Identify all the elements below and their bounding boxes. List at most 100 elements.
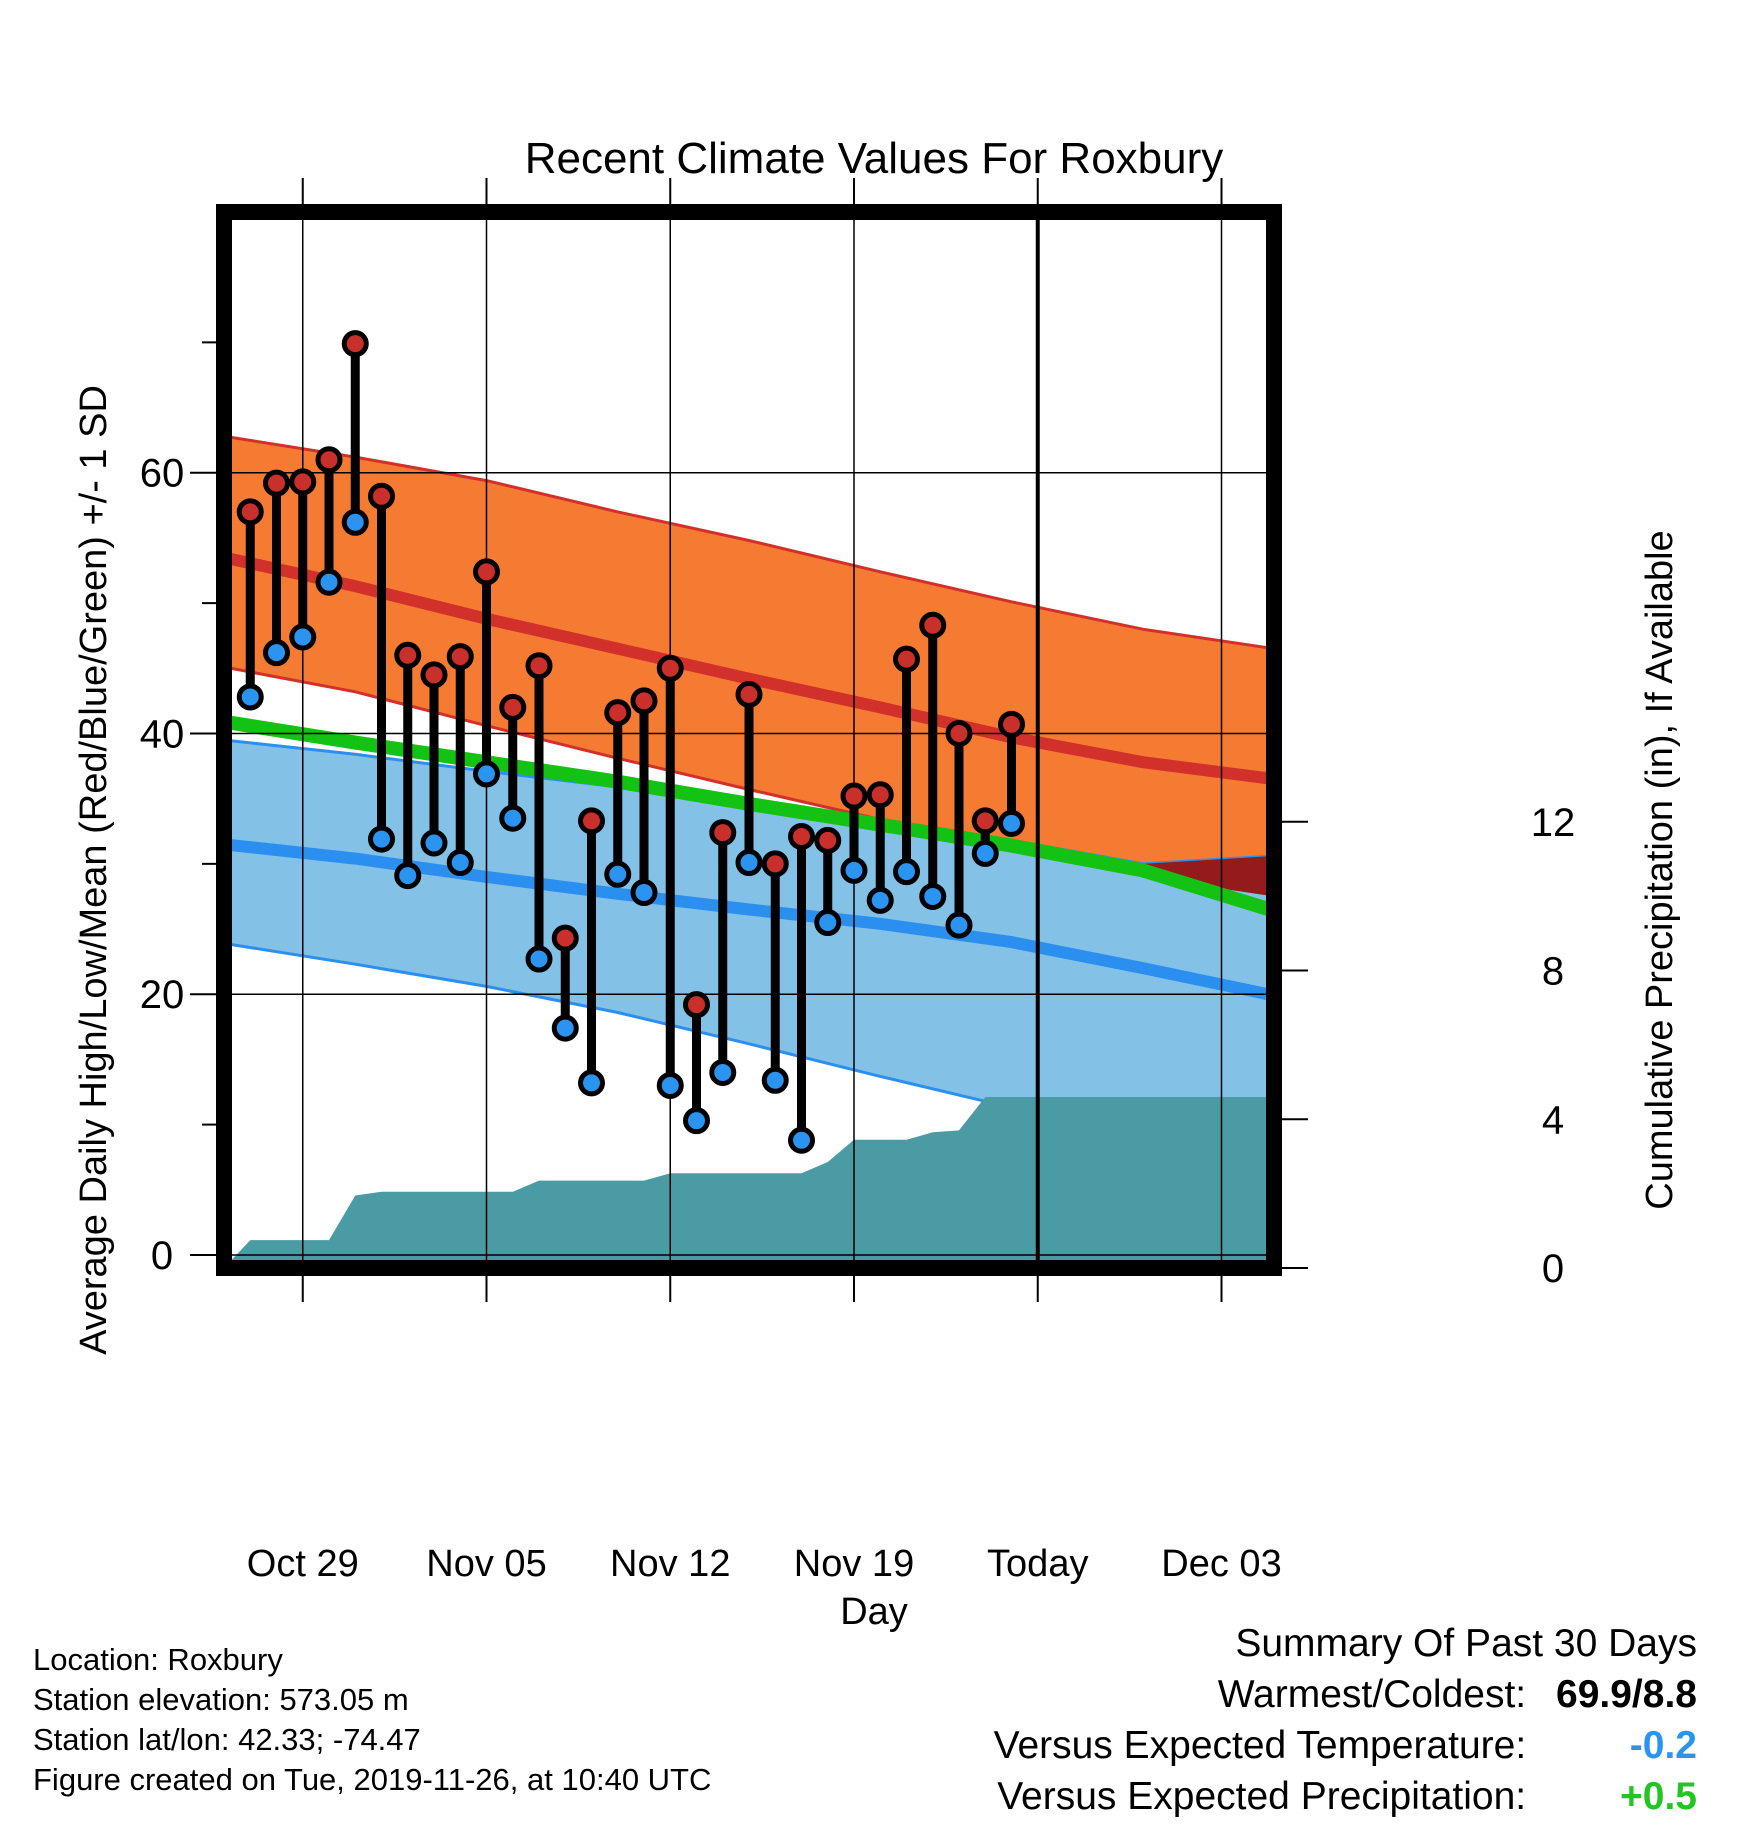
obs-high-point (578, 807, 605, 835)
obs-low-point (919, 882, 947, 910)
y2-tick-label: 8 (1542, 950, 1564, 994)
x-tick-label: Dec 03 (1161, 1543, 1281, 1585)
obs-low-point (368, 825, 395, 853)
obs-low-point (525, 945, 553, 973)
obs-high-point (998, 710, 1025, 738)
today-label-number: 30 (1048, 1383, 1086, 1421)
obs-high-point (604, 699, 632, 727)
plot-layer: 30 Days 0 20 40 60 0 4 8 12 Oct 29 Nov 05 Nov 12 Nov … (140, 178, 1576, 1585)
obs-low-point (394, 862, 422, 890)
obs-low-point (551, 1014, 579, 1042)
plot-area: 30 Days (224, 212, 1274, 1464)
precip-anomaly-value: +0.5 (1620, 1775, 1697, 1818)
normal-low-line (224, 838, 1274, 1002)
obs-low-point (656, 1071, 684, 1099)
elevation-text: Station elevation: 573.05 m (33, 1682, 409, 1717)
location-text: Location: Roxbury (33, 1642, 283, 1677)
obs-high-point (315, 446, 343, 474)
plot-frame (216, 204, 1282, 1276)
precip-anomaly-label: Versus Expected Precipitation: (997, 1775, 1527, 1818)
obs-high-point (368, 482, 395, 510)
obs-low-point (998, 809, 1025, 837)
obs-high-point (236, 498, 264, 526)
obs-low-point (788, 1126, 815, 1154)
obs-low-point (446, 849, 474, 877)
obs-high-point (394, 641, 422, 669)
y2-axis-label: Cumulative Precipitation (in), If Availa… (1639, 530, 1681, 1209)
obs-high-point (683, 991, 710, 1019)
obs-low-point (604, 860, 632, 888)
created-text: Figure created on Tue, 2019-11-26, at 10… (33, 1762, 712, 1797)
obs-high-point (866, 781, 894, 809)
obs-low-point (840, 856, 868, 884)
obs-high-point (788, 822, 815, 850)
y-axis-label: Average Daily High/Low/Mean (Red/Blue/Gr… (73, 385, 115, 1355)
obs-low-point (945, 911, 973, 939)
obs-low-point (630, 879, 658, 907)
latlon-text: Station lat/lon: 42.33; -74.47 (33, 1722, 421, 1757)
obs-low-point (893, 858, 920, 886)
temp-anomaly-value: -0.2 (1629, 1724, 1697, 1767)
today-label-unit: Days (1048, 1426, 1129, 1464)
y-tick-label: 60 (140, 452, 185, 496)
y2-tick-label: 4 (1542, 1098, 1564, 1142)
obs-low-point (341, 508, 369, 536)
obs-low-point (735, 849, 763, 877)
x-tick-label: Today (987, 1543, 1088, 1585)
obs-low-point (420, 829, 448, 857)
y2-tick-label: 12 (1531, 801, 1576, 845)
y2-tick-label: 0 (1542, 1247, 1564, 1291)
y-tick-label: 0 (151, 1234, 173, 1278)
obs-low-point (709, 1058, 737, 1086)
obs-high-point (499, 693, 527, 721)
y-tick-label: 20 (140, 973, 185, 1017)
precip-anomaly-row: Versus Expected Precipitation: +0.5 (994, 1771, 1697, 1822)
x-tick-label: Nov 05 (426, 1543, 546, 1585)
station-info: Location: Roxbury Station elevation: 573… (33, 1640, 711, 1800)
obs-low-point (971, 839, 999, 867)
summary-panel: Summary Of Past 30 Days Warmest/Coldest:… (994, 1618, 1697, 1822)
obs-low-point (236, 683, 264, 711)
obs-high-point (814, 826, 842, 854)
obs-low-point (315, 568, 343, 596)
obs-low-point (761, 1066, 789, 1094)
temp-anomaly-label: Versus Expected Temperature: (993, 1724, 1527, 1767)
obs-high-point (473, 558, 500, 586)
obs-high-point (551, 924, 579, 952)
obs-high-point (945, 719, 973, 747)
temp-anomaly-row: Versus Expected Temperature: -0.2 (994, 1720, 1697, 1771)
normal-high-line (224, 551, 1274, 786)
obs-high-point (289, 468, 317, 496)
precipitation-area (224, 1097, 1274, 1268)
obs-high-point (709, 819, 737, 847)
obs-high-point (735, 680, 763, 708)
obs-high-point (761, 850, 789, 878)
y-tick-label: 40 (140, 712, 185, 756)
obs-high-point (420, 661, 448, 689)
obs-high-point (263, 469, 290, 497)
obs-high-point (893, 645, 920, 673)
obs-high-point (656, 654, 684, 682)
obs-high-point (341, 330, 369, 358)
x-tick-label: Nov 12 (610, 1543, 730, 1585)
x-axis-label: Day (840, 1591, 908, 1633)
obs-low-point (289, 623, 317, 651)
obs-low-point (263, 639, 290, 667)
x-tick-label: Nov 19 (794, 1543, 914, 1585)
obs-high-point (971, 807, 999, 835)
obs-low-point (499, 804, 527, 832)
obs-low-point (473, 760, 500, 788)
warmest-coldest-row: Warmest/Coldest: 69.9/8.8 (994, 1669, 1697, 1720)
x-tick-label: Oct 29 (247, 1543, 359, 1585)
warmest-coldest-value: 69.9/8.8 (1556, 1673, 1697, 1716)
chart-title: Recent Climate Values For Roxbury (525, 134, 1224, 183)
obs-high-point (525, 652, 553, 680)
obs-low-point (814, 909, 842, 937)
obs-high-point (446, 643, 474, 671)
obs-low-point (866, 886, 894, 914)
obs-high-point (840, 782, 868, 810)
obs-low-point (683, 1107, 710, 1135)
obs-high-point (630, 687, 658, 715)
summary-title: Summary Of Past 30 Days (1235, 1622, 1697, 1665)
